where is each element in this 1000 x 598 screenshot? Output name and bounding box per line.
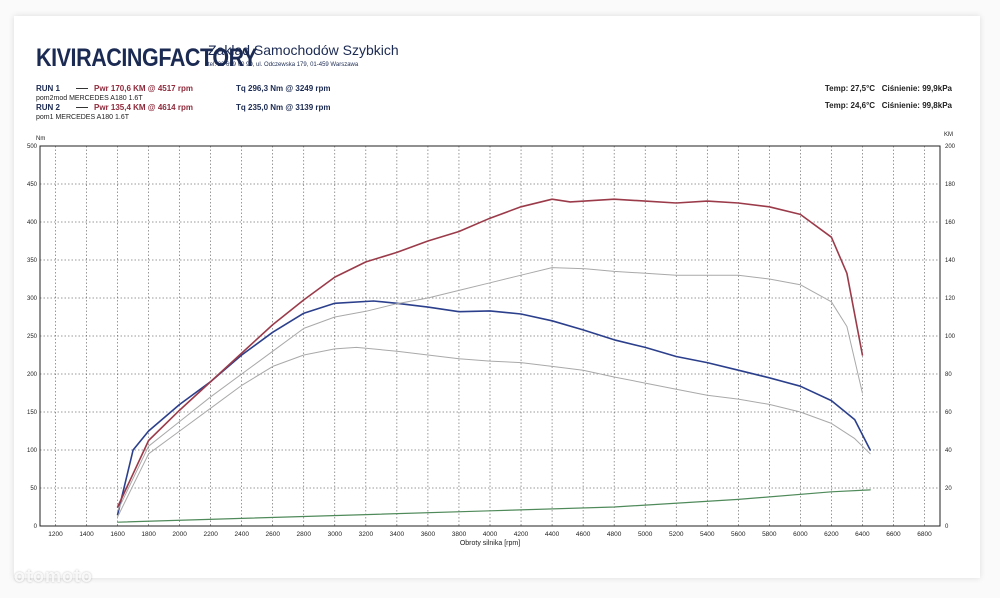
run2-temp: Temp: 24,6°C <box>824 101 876 110</box>
x-tick-label: 3800 <box>452 531 467 538</box>
run2-pressure: Ciśnienie: 99,8kPa <box>881 101 952 110</box>
y-right-tick-label: 60 <box>945 410 952 416</box>
chart-series <box>116 198 871 523</box>
x-tick-label: 1400 <box>79 531 94 538</box>
run2-power-line <box>117 267 863 512</box>
y-left-tick-label: 500 <box>27 144 38 150</box>
y-right-tick-label: 140 <box>945 258 956 264</box>
watermark: otomoto <box>14 566 93 586</box>
y-left-tick-label: 200 <box>27 372 38 378</box>
company-address: tel. 22 699 00 90, ul. Odczewska 179, 01… <box>208 62 359 68</box>
x-tick-label: 2600 <box>266 531 281 538</box>
run2-torque-line <box>117 346 871 518</box>
y-axis-right-label: KM <box>944 132 953 138</box>
y-left-tick-label: 0 <box>34 524 38 530</box>
x-axis-label: Obroty silnika [rpm] <box>460 540 520 547</box>
y-left-tick-label: 100 <box>27 448 38 454</box>
company-name: Zakład Samochodów Szybkich <box>208 42 399 58</box>
x-tick-label: 4600 <box>576 531 591 538</box>
x-tick-label: 6400 <box>855 531 870 538</box>
x-tick-label: 5000 <box>638 531 653 538</box>
x-tick-label: 3400 <box>390 531 405 538</box>
x-tick-label: 1600 <box>110 531 125 538</box>
x-tick-label: 5600 <box>731 531 746 538</box>
run1-pressure: Ciśnienie: 99,9kPa <box>881 84 952 93</box>
run2-power: RUN 2 Pwr 135,4 KM @ 4614 rpm <box>36 103 224 112</box>
x-tick-label: 5800 <box>762 531 777 538</box>
run2-file: pom1 MERCEDES A180 1.6T <box>36 114 129 121</box>
y-right-tick-label: 0 <box>945 524 949 530</box>
y-axis-left-label: Nm <box>36 136 45 142</box>
run1-conditions: Temp: 27,5°C Ciśnienie: 99,9kPa <box>825 84 952 93</box>
x-tick-label: 5200 <box>669 531 684 538</box>
x-tick-label: 1200 <box>48 531 63 538</box>
run1-label: RUN 1 <box>36 84 61 93</box>
chart-grid <box>40 145 940 527</box>
run1-power: RUN 1 Pwr 170,6 KM @ 4517 rpm <box>36 84 224 93</box>
y-left-tick-label: 350 <box>27 258 38 264</box>
x-tick-label: 4000 <box>483 531 498 538</box>
x-tick-label: 6200 <box>824 531 839 538</box>
run1-power-value: Pwr 170,6 KM @ 4517 rpm <box>94 84 193 93</box>
y-left-tick-label: 450 <box>27 182 38 188</box>
y-left-tick-label: 400 <box>27 220 38 226</box>
plot-frame <box>39 145 941 527</box>
x-tick-label: 5400 <box>700 531 715 538</box>
run1-torque-line <box>116 300 871 516</box>
x-tick-label: 4200 <box>514 531 529 538</box>
loss-line <box>117 489 871 523</box>
y-right-tick-label: 180 <box>945 182 956 188</box>
y-right-tick-label: 40 <box>945 448 952 454</box>
x-tick-label: 2400 <box>234 531 249 538</box>
x-tick-label: 3600 <box>421 531 436 538</box>
x-tick-label: 3000 <box>328 531 343 538</box>
dyno-sheet <box>14 16 980 578</box>
run2-power-value: Pwr 135,4 KM @ 4614 rpm <box>94 103 193 112</box>
run2-label: RUN 2 <box>36 103 61 112</box>
y-right-tick-label: 160 <box>945 220 956 226</box>
y-right-tick-label: 100 <box>945 334 956 340</box>
chart-axes <box>39 145 941 527</box>
x-tick-label: 4800 <box>607 531 622 538</box>
run1-power-line <box>116 198 864 508</box>
x-tick-label: 2200 <box>203 531 218 538</box>
y-left-tick-label: 250 <box>27 334 38 340</box>
x-tick-label: 4400 <box>545 531 560 538</box>
y-left-tick-label: 150 <box>27 410 38 416</box>
run2-line-sample <box>76 107 88 109</box>
x-tick-label: 6800 <box>917 531 932 538</box>
x-tick-label: 3200 <box>359 531 374 538</box>
run2-torque: Tq 235,0 Nm @ 3139 rpm <box>236 103 331 112</box>
run1-temp: Temp: 27,5°C <box>824 84 876 93</box>
chart-ticks: 1200 1400 1600 1800 2000 2200 2400 2600 2800 3000… <box>27 144 956 538</box>
y-left-tick-label: 50 <box>30 486 37 492</box>
y-right-tick-label: 20 <box>945 486 952 492</box>
x-tick-label: 6000 <box>793 531 808 538</box>
company-logo: KIVIRACINGFACTORY <box>36 44 257 72</box>
x-tick-label: 2800 <box>297 531 312 538</box>
run1-torque: Tq 296,3 Nm @ 3249 rpm <box>236 84 331 93</box>
x-tick-label: 6600 <box>886 531 901 538</box>
run1-file: pom2mod MERCEDES A180 1.6T <box>36 95 143 102</box>
y-left-tick-label: 300 <box>27 296 38 302</box>
y-right-tick-label: 120 <box>945 296 956 302</box>
x-tick-label: 2000 <box>172 531 187 538</box>
run2-conditions: Temp: 24,6°C Ciśnienie: 99,8kPa <box>825 101 952 110</box>
y-right-tick-label: 200 <box>945 144 956 150</box>
run1-line-sample <box>76 88 88 90</box>
y-right-tick-label: 80 <box>945 372 952 378</box>
x-tick-label: 1800 <box>141 531 156 538</box>
